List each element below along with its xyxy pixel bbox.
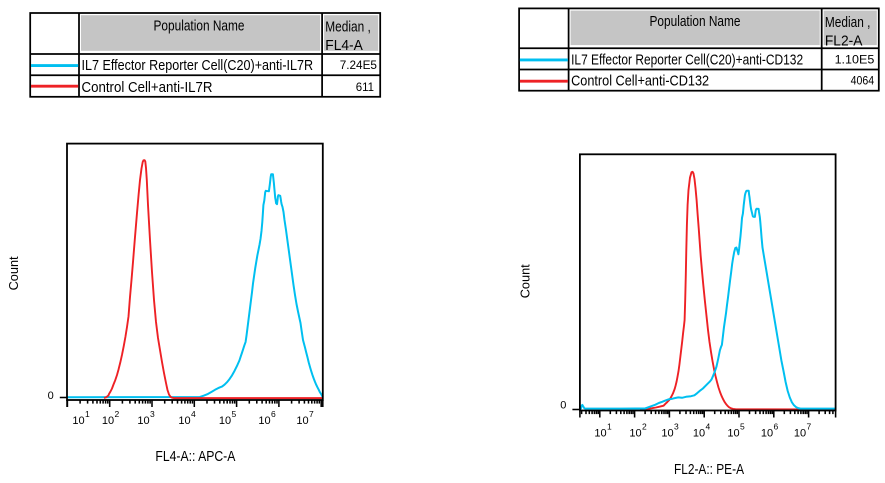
svg-text:10: 10 — [102, 415, 114, 427]
svg-text:7: 7 — [309, 409, 314, 419]
svg-text:1: 1 — [607, 421, 612, 431]
svg-text:Control Cell+anti-CD132: Control Cell+anti-CD132 — [571, 74, 709, 90]
svg-text:10: 10 — [296, 415, 308, 427]
svg-text:6: 6 — [271, 409, 276, 419]
svg-text:FL2-A: FL2-A — [825, 33, 863, 49]
svg-text:Median ,: Median , — [325, 20, 371, 36]
svg-text:10: 10 — [258, 415, 270, 427]
svg-text:IL7 Effector Reporter Cell(C20: IL7 Effector Reporter Cell(C20)+anti-CD1… — [571, 53, 803, 69]
svg-text:611: 611 — [356, 80, 375, 94]
svg-text:10: 10 — [219, 415, 231, 427]
svg-text:10: 10 — [137, 415, 149, 427]
svg-text:10: 10 — [594, 427, 606, 439]
svg-text:6: 6 — [774, 421, 779, 431]
svg-text:10: 10 — [761, 427, 773, 439]
svg-text:10: 10 — [629, 427, 641, 439]
svg-text:1.10E5: 1.10E5 — [835, 53, 875, 67]
svg-text:FL4-A:: APC-A: FL4-A:: APC-A — [155, 449, 235, 465]
svg-text:10: 10 — [693, 427, 705, 439]
svg-text:5: 5 — [740, 421, 745, 431]
svg-text:10: 10 — [178, 415, 190, 427]
svg-text:1: 1 — [85, 409, 90, 419]
svg-text:4064: 4064 — [851, 74, 875, 88]
svg-text:Median ,: Median , — [825, 15, 871, 31]
svg-text:3: 3 — [150, 409, 155, 419]
svg-text:10: 10 — [727, 427, 739, 439]
svg-text:3: 3 — [674, 421, 679, 431]
svg-text:7.24E5: 7.24E5 — [340, 58, 378, 72]
svg-text:10: 10 — [72, 415, 84, 427]
svg-text:Population Name: Population Name — [154, 19, 245, 35]
svg-text:Count: Count — [519, 264, 533, 299]
svg-text:5: 5 — [232, 409, 237, 419]
svg-text:2: 2 — [115, 409, 120, 419]
svg-text:FL4-A: FL4-A — [325, 38, 363, 54]
svg-text:Count: Count — [7, 256, 21, 291]
svg-text:2: 2 — [642, 421, 647, 431]
svg-text:4: 4 — [706, 421, 711, 431]
svg-text:0: 0 — [48, 390, 54, 402]
svg-text:7: 7 — [807, 421, 812, 431]
svg-text:FL2-A:: PE-A: FL2-A:: PE-A — [674, 462, 744, 478]
svg-text:Population Name: Population Name — [650, 14, 741, 30]
svg-text:0: 0 — [560, 399, 566, 411]
svg-text:10: 10 — [661, 427, 673, 439]
svg-text:4: 4 — [191, 409, 196, 419]
svg-text:Control Cell+anti-IL7R: Control Cell+anti-IL7R — [82, 80, 213, 96]
svg-text:IL7 Effector Reporter Cell(C20: IL7 Effector Reporter Cell(C20)+anti-IL7… — [82, 58, 314, 74]
svg-text:10: 10 — [794, 427, 806, 439]
